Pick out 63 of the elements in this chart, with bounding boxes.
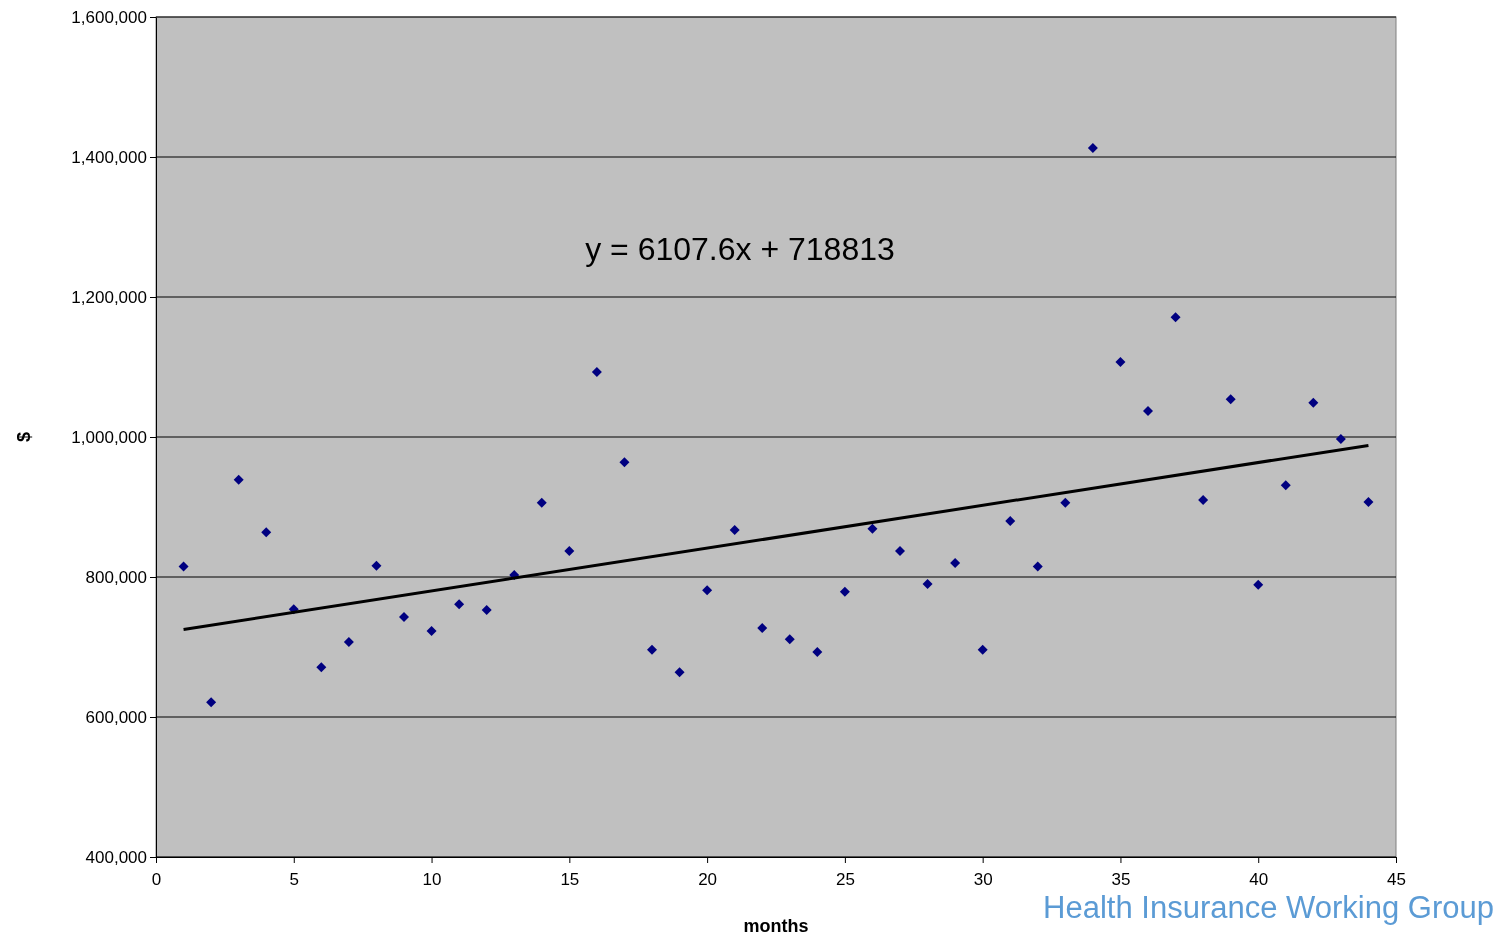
point: [1032, 561, 1043, 572]
text: Health Insurance Working Group: [1043, 890, 1494, 925]
y-tick-label: 400,000: [85, 847, 147, 867]
y-tick-label: 800,000: [85, 567, 147, 587]
point: [371, 560, 382, 571]
x-tick-label: 35: [1111, 869, 1131, 889]
x-axis-title: months: [743, 916, 809, 934]
point: [178, 561, 189, 572]
y-tick-label: 1,400,000: [71, 147, 147, 167]
point: [343, 637, 354, 648]
point: [1087, 142, 1098, 153]
point: [977, 644, 988, 655]
point: [564, 546, 575, 557]
point: [784, 634, 795, 645]
point: [316, 662, 327, 673]
x-tick-label: 40: [1249, 869, 1269, 889]
point: [1060, 497, 1071, 508]
point: [1115, 357, 1126, 368]
point: [619, 457, 630, 468]
point: [1005, 516, 1016, 526]
point: [233, 474, 244, 485]
y-tick-label: 1,600,000: [71, 7, 147, 27]
x-tick-label: 0: [151, 869, 162, 889]
point: [1225, 394, 1236, 405]
point: [1280, 480, 1291, 491]
point: [399, 611, 409, 622]
x-tick-label: 45: [1387, 869, 1406, 889]
y-axis-title: $: [14, 431, 34, 443]
point: [1363, 497, 1374, 508]
x-tick-label: 20: [698, 869, 718, 889]
point: [261, 527, 272, 538]
point: [922, 579, 933, 589]
point: [839, 586, 850, 597]
point: [1198, 495, 1209, 505]
point: [757, 623, 768, 634]
x-tick-label: 5: [289, 869, 300, 889]
point: [536, 497, 547, 508]
x-tick-label: 15: [560, 869, 580, 889]
point: [867, 523, 878, 534]
point: [895, 546, 905, 557]
y-tick-label: 600,000: [85, 707, 147, 727]
point: [591, 366, 602, 377]
point: [729, 525, 740, 536]
y-tick-label: 1,000,000: [71, 427, 147, 447]
point: [1170, 312, 1181, 323]
point: [1253, 579, 1264, 590]
x-tick-label: 10: [422, 869, 442, 889]
point: [426, 625, 437, 636]
point: [647, 644, 657, 655]
point: [206, 697, 217, 708]
point: [812, 646, 823, 657]
point: [950, 558, 961, 568]
point: [1335, 434, 1346, 445]
y-tick-label: 1,200,000: [71, 287, 147, 307]
point: [481, 604, 492, 615]
point: [1143, 406, 1153, 417]
point: [702, 585, 713, 596]
annotation: y = 6107.6x + 718813: [585, 231, 895, 267]
x-tick-label: 25: [835, 869, 855, 889]
point: [1308, 397, 1319, 408]
point: [454, 599, 465, 610]
point: [674, 667, 685, 678]
x-tick-label: 30: [973, 869, 993, 889]
